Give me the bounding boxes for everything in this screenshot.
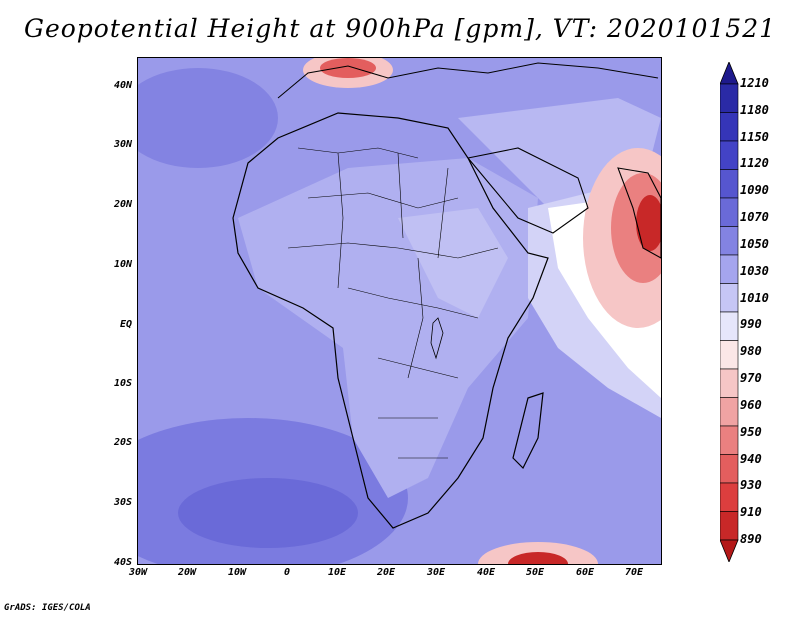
colorbar-segment [720,197,739,227]
x-label-10w: 10W [227,567,247,578]
lakes-great-rift [430,317,444,360]
y-label-10n: 10N [113,259,132,270]
y-label-20n: 20N [113,199,132,210]
colorbar-segment [720,454,739,484]
europe-coastline [277,62,659,99]
field-india-low-core [636,195,661,251]
colorbar-label: 1050 [740,236,769,251]
india-coastline [617,167,661,259]
x-label-60e: 60E [575,567,595,578]
colorbar-label: 950 [740,424,762,439]
colorbar-segment [720,112,739,142]
x-label-20w: 20W [177,567,197,578]
field-central-africa-pale [398,208,508,318]
colorbar-label: 1070 [740,210,769,225]
colorbar-label: 1030 [740,263,769,278]
y-label-30n: 30N [113,139,132,150]
colorbar-segment [720,169,739,199]
colorbar-segment [720,397,739,427]
map-field-svg [138,58,661,564]
x-label-10e: 10E [327,567,347,578]
field-southern-low-core [508,552,568,564]
x-label-70e: 70E [624,567,644,578]
colorbar-label: 1120 [740,156,769,171]
colorbar-label: 910 [740,505,762,520]
x-label-40e: 40E [476,567,496,578]
colorbar-label: 940 [740,451,762,466]
map-title: Geopotential Height at 900hPa [gpm], VT:… [23,14,777,43]
colorbar-segment [720,368,739,398]
field-mediterranean-low-core [320,58,376,78]
colorbar-segment [720,140,739,170]
colorbar-label: 1150 [740,129,769,144]
colorbar-label: 1210 [740,76,769,90]
colorbar [720,62,739,562]
colorbar-label: 890 [740,532,762,546]
map-plot-area [137,57,662,565]
y-label-40s: 40S [113,557,132,568]
colorbar-segment [720,482,739,512]
madagascar-coastline [512,392,544,470]
colorbar-label: 930 [740,478,762,493]
africa-coastline [232,112,549,529]
x-label-0: 0 [283,567,291,578]
x-label-20e: 20E [376,567,396,578]
y-label-20s: 20S [113,437,132,448]
y-label-eq: EQ [119,319,132,330]
colorbar-segment [720,511,739,541]
colorbar-label: 990 [740,317,762,332]
colorbar-label: 1010 [740,290,769,305]
field-south-atlantic-core [178,478,358,548]
colorbar-label: 1090 [740,183,769,198]
arabia-coastline [466,147,589,234]
x-label-30e: 30E [426,567,446,578]
colorbar-segment [720,340,739,370]
colorbar-label: 1180 [740,102,769,117]
colorbar-top-arrow [720,62,739,85]
x-label-50e: 50E [525,567,545,578]
colorbar-label: 970 [740,371,762,386]
colorbar-segment [720,283,739,313]
y-label-40n: 40N [113,80,132,91]
country-borders [287,147,499,459]
colorbar-segment [720,311,739,341]
y-label-30s: 30S [113,497,132,508]
field-north-atlantic-high [138,68,278,168]
x-label-30w: 30W [128,567,148,578]
colorbar-segment [720,226,739,256]
colorbar-label: 980 [740,344,762,359]
footer-credit: GrADS: IGES/COLA [4,603,91,613]
y-label-10s: 10S [113,378,132,389]
colorbar-segment [720,425,739,455]
colorbar-bottom-arrow [720,539,739,562]
colorbar-segment [720,254,739,284]
colorbar-segment [720,83,739,113]
colorbar-label: 960 [740,397,762,412]
